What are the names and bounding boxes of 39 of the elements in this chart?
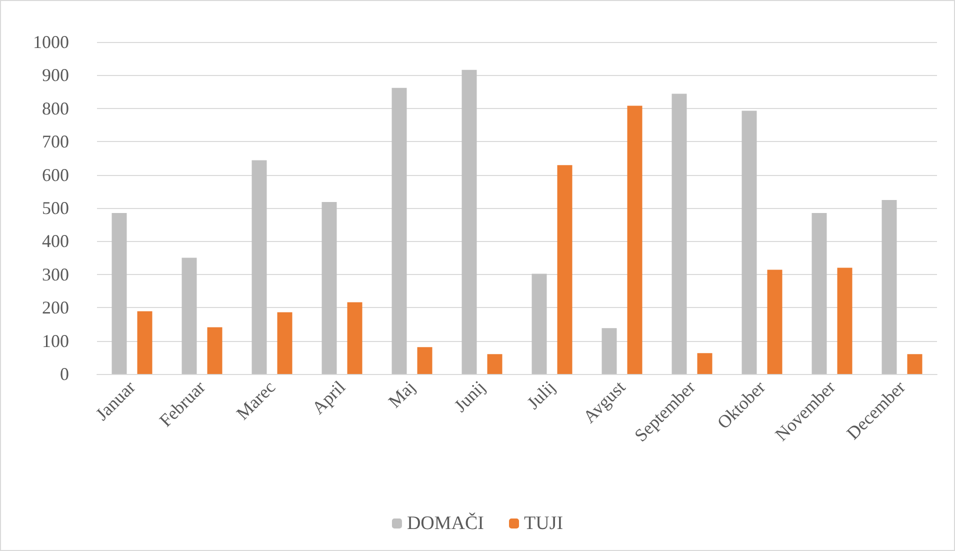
y-tick-label: 100: [42, 330, 69, 351]
bar: [742, 110, 757, 374]
y-tick-label: 500: [42, 198, 69, 218]
x-tick-label: Julij: [523, 376, 560, 413]
bar: [557, 165, 572, 374]
bar: [672, 94, 687, 374]
y-tick-label: 600: [42, 164, 69, 185]
bar: [602, 328, 617, 374]
y-tick-label: 300: [42, 264, 69, 284]
x-tick-label: Maj: [384, 376, 420, 412]
bar: [532, 274, 547, 374]
y-tick-label: 700: [42, 132, 69, 152]
y-tick-label: 900: [42, 65, 69, 86]
bar: [462, 70, 477, 374]
y-tick-label: 800: [42, 98, 69, 118]
y-tick-label: 1000: [33, 32, 69, 52]
bar: [697, 353, 712, 374]
y-tick-label: 0: [60, 364, 69, 384]
bar: [112, 212, 127, 374]
bar: [907, 354, 922, 374]
bar: [392, 88, 407, 374]
bar: [207, 327, 222, 374]
bar: [837, 268, 852, 374]
bar: [182, 258, 197, 374]
bar: [277, 312, 292, 374]
bar: [882, 200, 897, 374]
bar: [417, 347, 432, 374]
bar: [347, 302, 362, 374]
y-tick-label: 400: [42, 231, 69, 252]
bar: [487, 354, 502, 374]
y-tick-label: 200: [42, 298, 69, 318]
bar: [322, 202, 337, 374]
bar: [137, 311, 152, 374]
bar: [627, 106, 642, 374]
legend-label: DOMAČI: [406, 512, 484, 534]
bar: [812, 212, 827, 374]
legend-label: TUJI: [524, 513, 564, 534]
bar: [767, 270, 782, 374]
bar: [252, 160, 267, 374]
